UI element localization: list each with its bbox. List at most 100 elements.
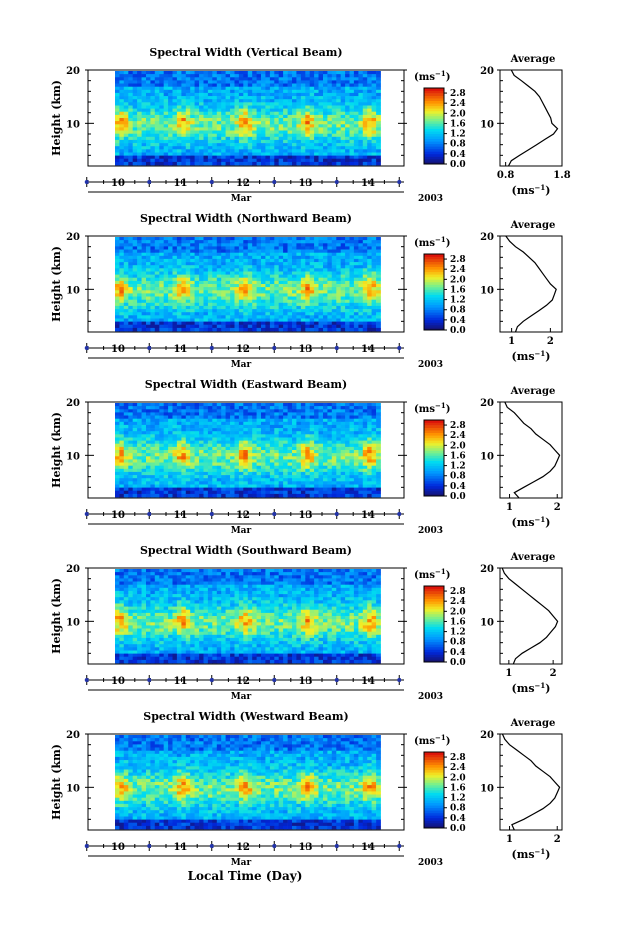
colorbar-segment xyxy=(424,131,444,134)
heatmap-cell xyxy=(217,406,222,410)
heatmap-cell xyxy=(190,444,195,448)
heatmap-cell xyxy=(341,102,346,106)
heatmap-cell xyxy=(367,290,372,294)
heatmap-cell xyxy=(181,297,186,301)
heatmap-cell xyxy=(327,131,332,135)
heatmap-cell xyxy=(265,312,270,316)
heatmap-cell xyxy=(257,250,262,254)
heatmap-cell xyxy=(230,459,235,463)
heatmap-cell xyxy=(190,77,195,81)
heatmap-cell xyxy=(212,159,217,163)
heatmap-cell xyxy=(319,115,324,119)
heatmap-cell xyxy=(283,281,288,285)
heatmap-cell xyxy=(230,93,235,97)
heatmap-cell xyxy=(150,84,155,88)
heatmap-cell xyxy=(181,463,186,467)
heatmap-cell xyxy=(314,278,319,282)
heatmap-cell xyxy=(341,275,346,279)
heatmap-cell xyxy=(363,71,368,75)
heatmap-cell xyxy=(142,93,147,97)
heatmap-cell xyxy=(261,246,266,250)
heatmap-cell xyxy=(239,162,244,166)
heatmap-cell xyxy=(292,237,297,241)
heatmap-cell xyxy=(345,315,350,319)
heatmap-cell xyxy=(292,137,297,141)
heatmap-cell xyxy=(248,328,253,332)
heatmap-cell xyxy=(146,278,151,282)
heatmap-cell xyxy=(133,459,138,463)
heatmap-cell xyxy=(177,428,182,432)
heatmap-cell xyxy=(150,466,155,470)
heatmap-cell xyxy=(204,428,209,432)
heatmap-cell xyxy=(142,275,147,279)
heatmap-cell xyxy=(243,300,248,304)
heatmap-cell xyxy=(350,243,355,247)
heatmap-cell xyxy=(257,115,262,119)
heatmap-cell xyxy=(204,319,209,323)
heatmap-cell xyxy=(168,237,173,241)
heatmap-cell xyxy=(146,438,151,442)
heatmap-cell xyxy=(186,74,191,78)
heatmap-cell xyxy=(230,481,235,485)
heatmap-cell xyxy=(168,112,173,116)
heatmap-cell xyxy=(155,118,160,122)
heatmap-cell xyxy=(270,419,275,423)
heatmap-cell xyxy=(137,140,142,144)
heatmap-cell xyxy=(319,87,324,91)
heatmap-cell xyxy=(124,428,129,432)
heatmap-cell xyxy=(226,259,231,263)
heatmap-cell xyxy=(243,272,248,276)
heatmap-cell xyxy=(230,281,235,285)
heatmap-cell xyxy=(358,80,363,84)
heatmap-cell xyxy=(133,485,138,489)
heatmap-cell xyxy=(128,265,133,269)
x-tick-label: 10 xyxy=(111,344,125,355)
heatmap-cell xyxy=(159,322,164,326)
heatmap-cell xyxy=(168,240,173,244)
heatmap-cell xyxy=(226,290,231,294)
heatmap-cell xyxy=(186,447,191,451)
heatmap-cell xyxy=(186,416,191,420)
heatmap-cell xyxy=(173,494,178,498)
heatmap-cell xyxy=(190,319,195,323)
heatmap-cell xyxy=(310,312,315,316)
heatmap-cell xyxy=(261,409,266,413)
heatmap-cell xyxy=(274,325,279,329)
heatmap-cell xyxy=(230,419,235,423)
heatmap-cell xyxy=(128,485,133,489)
heatmap-cell xyxy=(150,237,155,241)
heatmap-cell xyxy=(243,428,248,432)
heatmap-cell xyxy=(296,84,301,88)
heatmap-cell xyxy=(164,140,169,144)
heatmap-cell xyxy=(283,84,288,88)
heatmap-cell xyxy=(332,131,337,135)
heatmap-cell xyxy=(146,80,151,84)
heatmap-cell xyxy=(142,240,147,244)
heatmap-cell xyxy=(239,447,244,451)
heatmap-cell xyxy=(288,303,293,307)
heatmap-cell xyxy=(208,71,213,75)
heatmap-cell xyxy=(164,431,169,435)
heatmap-cell xyxy=(363,309,368,313)
heatmap-cell xyxy=(235,319,240,323)
heatmap-cell xyxy=(274,93,279,97)
heatmap-cell xyxy=(217,315,222,319)
heatmap-cell xyxy=(243,99,248,103)
heatmap-cell xyxy=(164,149,169,153)
heatmap-cell xyxy=(354,312,359,316)
heatmap-cell xyxy=(142,459,147,463)
heatmap-cell xyxy=(159,87,164,91)
heatmap-cell xyxy=(204,140,209,144)
heatmap-cell xyxy=(146,109,151,113)
heatmap-cell xyxy=(235,403,240,407)
heatmap-cell xyxy=(204,300,209,304)
heatmap-cell xyxy=(323,140,328,144)
heatmap-cell xyxy=(199,77,204,81)
heatmap-cell xyxy=(164,328,169,332)
heatmap-cell xyxy=(292,325,297,329)
heatmap-cell xyxy=(142,162,147,166)
heatmap-cell xyxy=(195,328,200,332)
heatmap-cell xyxy=(221,243,226,247)
heatmap-cell xyxy=(124,409,129,413)
heatmap-cell xyxy=(319,303,324,307)
